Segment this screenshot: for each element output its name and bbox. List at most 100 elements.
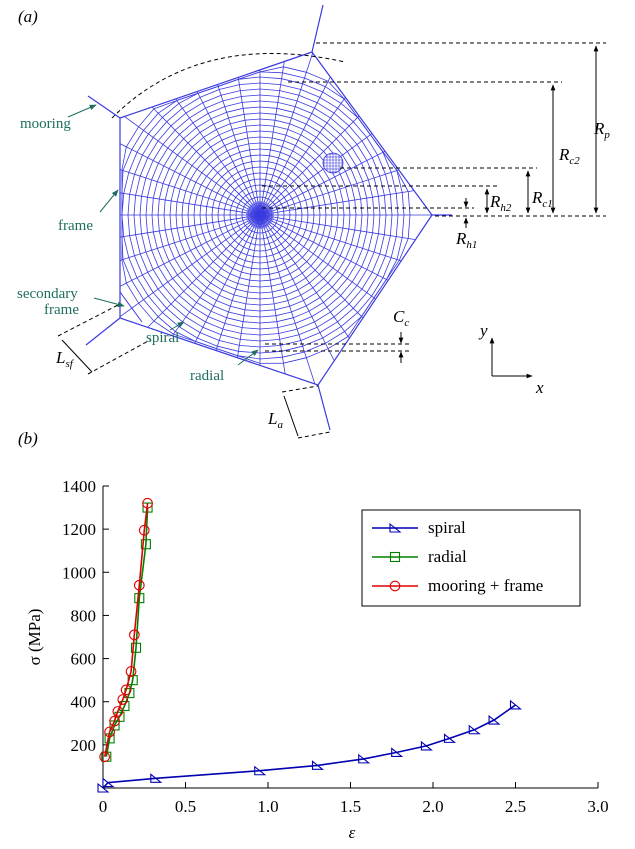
data-point	[142, 502, 153, 513]
y-tick-label: 400	[71, 693, 97, 712]
x-tick-label: 2.0	[422, 797, 443, 816]
data-point	[109, 715, 120, 727]
frame-thread	[119, 51, 433, 386]
radial-thread	[259, 214, 286, 374]
radial-thread	[119, 214, 261, 287]
data-point	[130, 642, 142, 653]
spiral-thread	[151, 106, 369, 324]
y-axis-label: σ (MPa)	[25, 609, 44, 666]
y-tick-label: 600	[71, 650, 97, 669]
spiral-thread	[175, 130, 345, 300]
data-point	[133, 579, 145, 591]
radial-thread	[119, 169, 261, 216]
radial-thread	[259, 133, 373, 216]
panel-label: (b)	[18, 429, 38, 448]
radial-thread	[259, 76, 331, 216]
radial-thread	[119, 143, 261, 216]
spiral-thread	[157, 112, 363, 318]
data-point	[102, 777, 115, 788]
spiral-thread	[199, 154, 321, 276]
data-point	[104, 726, 115, 738]
series-line	[102, 704, 516, 789]
mooring-thread	[317, 384, 331, 431]
data-point	[358, 753, 371, 764]
mooring-thread	[85, 317, 121, 346]
data-point	[120, 684, 132, 696]
legend-label: spiral	[428, 518, 466, 537]
component-label: spiral	[146, 330, 179, 346]
x-tick-label: 3.0	[587, 797, 608, 816]
legend: spiral radial mooring + frame	[361, 509, 581, 607]
dimension-label: Rc1	[531, 188, 553, 210]
radial-thread	[259, 214, 376, 300]
web	[85, 4, 452, 431]
radial-thread	[259, 115, 360, 216]
hub-thread	[250, 205, 270, 225]
radial-thread	[259, 214, 416, 241]
hub-thread	[247, 202, 273, 228]
spiral-thread	[223, 178, 297, 252]
data-point	[391, 747, 404, 757]
spiral-thread	[187, 142, 333, 288]
spiral-thread	[241, 196, 279, 234]
spiral-thread	[235, 190, 285, 240]
radial-thread	[259, 52, 314, 216]
dimension-label: Rp	[593, 119, 610, 141]
dimension-label: Lsf	[55, 348, 75, 370]
x-tick-label: 1.0	[257, 797, 278, 816]
mooring-thread	[87, 95, 121, 119]
secondary-frame-thread	[119, 291, 143, 323]
legend-marker	[389, 551, 401, 563]
y-tick-label: 1400	[62, 477, 96, 496]
dimension-label: Rh2	[489, 192, 512, 214]
mooring-thread	[311, 4, 324, 53]
radial-thread	[259, 150, 386, 216]
legend-marker	[389, 522, 402, 533]
radial-thread	[259, 214, 402, 262]
legend-label: mooring + frame	[428, 576, 543, 595]
legend-marker	[389, 580, 401, 592]
axis-label: y	[478, 321, 488, 340]
radial-thread	[171, 214, 261, 336]
spiral-thread	[205, 160, 315, 270]
data-point	[142, 497, 153, 509]
data-point	[129, 629, 140, 641]
radial-thread	[259, 214, 335, 361]
data-point	[138, 524, 150, 536]
spiral-thread	[181, 136, 339, 294]
component-label: radial	[190, 368, 224, 384]
radial-thread	[151, 106, 261, 216]
spiral-thread	[217, 172, 303, 258]
data-point	[509, 699, 523, 710]
legend-label: radial	[428, 547, 467, 566]
data-point	[140, 539, 151, 550]
radial-thread	[147, 214, 261, 328]
y-tick-label: 1200	[62, 520, 96, 539]
dimension-label: Cc	[393, 307, 409, 329]
radial-thread	[119, 214, 261, 261]
x-tick-label: 1.5	[340, 797, 361, 816]
data-point	[443, 733, 457, 743]
panel-label: (a)	[18, 7, 38, 26]
radial-thread	[259, 214, 350, 339]
data-point	[150, 773, 163, 783]
component-label: secondary	[17, 286, 78, 302]
radial-thread	[217, 84, 261, 216]
data-point	[488, 714, 501, 725]
spiral-thread	[133, 88, 387, 342]
series-line	[103, 503, 149, 757]
spiral-thread	[193, 148, 327, 282]
x-tick-label: 0	[99, 797, 108, 816]
dimension-label: Rc2	[558, 145, 580, 167]
spiral-thread	[127, 82, 393, 348]
radial-thread	[196, 91, 261, 216]
y-tick-label: 800	[71, 606, 97, 625]
x-tick-label: 0.5	[175, 797, 196, 816]
spiral-thread	[163, 118, 357, 312]
spiral-thread	[145, 100, 375, 330]
y-tick-label: 1000	[62, 563, 96, 582]
axis-label: x	[535, 378, 544, 397]
data-point	[117, 694, 129, 705]
data-point	[311, 760, 325, 770]
data-point	[134, 593, 145, 604]
